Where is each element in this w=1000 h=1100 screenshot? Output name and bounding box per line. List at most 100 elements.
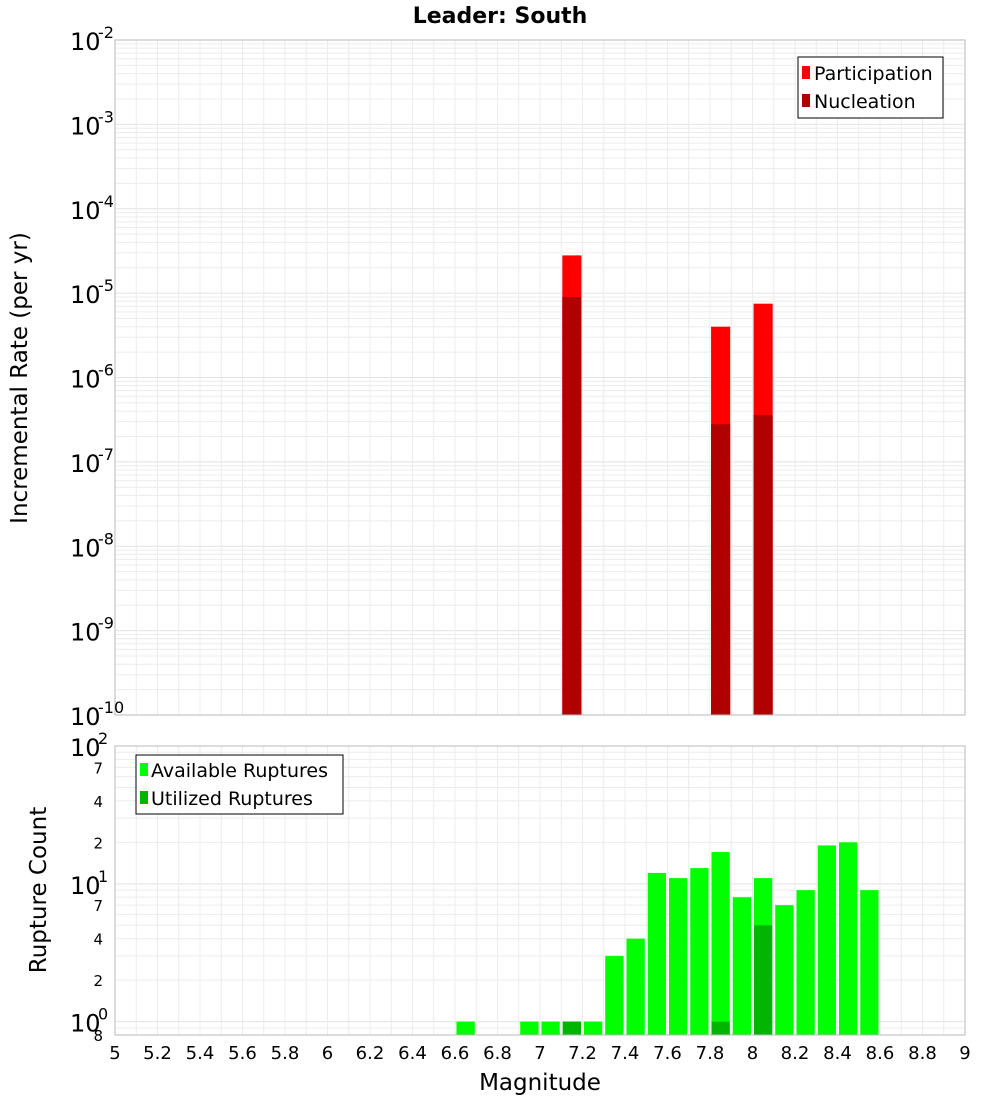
magnitude-tick-label: 7.4 [611, 1043, 640, 1064]
count-y-tick-label: 10 [70, 734, 101, 762]
magnitude-tick-label: 5 [109, 1043, 120, 1064]
count-y-minor-label: 4 [93, 793, 103, 811]
magnitude-tick-label: 5.2 [143, 1043, 172, 1064]
count-y-minor-label: 7 [93, 897, 103, 915]
rate-y-ticks: 10-210-310-410-510-610-710-810-910-10 [70, 23, 124, 731]
count-legend-box [135, 754, 344, 815]
rate-y-tick-exponent: -4 [98, 192, 114, 211]
magnitude-tick-label: 6.8 [483, 1043, 512, 1064]
rate-y-tick-label: 10 [70, 619, 101, 647]
magnitude-tick-label: 7 [534, 1043, 545, 1064]
utilized-ruptures-bar [753, 925, 773, 1035]
magnitude-tick-label: 8 [747, 1043, 758, 1064]
rate-y-tick-exponent: -2 [98, 23, 114, 42]
magnitude-tick-label: 8.2 [781, 1043, 810, 1064]
count-y-minor-label: 2 [93, 834, 103, 852]
rate-y-tick-exponent: -10 [98, 698, 124, 717]
available-ruptures-bar [860, 890, 879, 1035]
count-y-tick-exponent: 2 [98, 729, 108, 748]
rate-y-tick-label: 10 [70, 450, 101, 478]
rate-y-tick-label: 10 [70, 703, 101, 731]
nucleation-legend-swatch [802, 94, 810, 107]
rate-panel: 10-210-310-410-510-610-710-810-910-10 In… [7, 23, 966, 731]
magnitude-tick-label: 9 [959, 1043, 970, 1064]
available-ruptures-bar [456, 1021, 475, 1035]
available-ruptures-bar [732, 897, 752, 1035]
rate-y-tick-exponent: -9 [98, 614, 114, 633]
count-y-tick-label: 10 [70, 872, 101, 900]
count-bars [456, 842, 879, 1035]
rate-y-tick-exponent: -6 [98, 361, 114, 380]
rate-legend-box [797, 56, 944, 119]
nucleation-bar [562, 296, 582, 715]
rate-y-tick-exponent: -5 [98, 276, 114, 295]
nucleation-bar [711, 424, 731, 715]
rate-y-axis-label: Incremental Rate (per yr) [7, 232, 33, 524]
rate-y-tick-label: 10 [70, 534, 101, 562]
magnitude-tick-label: 5.6 [228, 1043, 257, 1064]
magnitude-tick-label: 8.6 [866, 1043, 895, 1064]
available-ruptures-bar [838, 842, 858, 1035]
rate-legend: Participation Nucleation [797, 56, 944, 119]
available-ruptures-bar [647, 872, 667, 1035]
count-plot-border [114, 745, 966, 1036]
available-ruptures-bar [626, 938, 645, 1035]
participation-legend-swatch [802, 66, 810, 79]
available-ruptures-bar [711, 852, 730, 1035]
magnitude-tick-label: 8.8 [908, 1043, 937, 1064]
chart-title: Leader: South [413, 4, 588, 29]
available-legend-swatch [140, 763, 148, 776]
available-ruptures-bar [605, 955, 624, 1035]
count-y-minor-label: 4 [93, 931, 103, 949]
magnitude-tick-label: 7.8 [696, 1043, 725, 1064]
rate-plot-border [114, 39, 966, 716]
rate-y-tick-label: 10 [70, 28, 101, 56]
rate-y-tick-exponent: -7 [98, 445, 114, 464]
available-ruptures-bar [690, 868, 709, 1035]
utilized-legend-label: Utilized Ruptures [151, 788, 313, 810]
magnitude-x-axis-label: Magnitude [479, 1070, 601, 1096]
magnitude-tick-label: 6.2 [356, 1043, 385, 1064]
available-ruptures-bar [796, 890, 815, 1035]
magnitude-tick-label: 8.4 [823, 1043, 852, 1064]
available-ruptures-bar [583, 1021, 603, 1035]
count-legend: Available Ruptures Utilized Ruptures [135, 754, 344, 815]
utilized-ruptures-bar [562, 1021, 582, 1035]
rate-bars [562, 255, 773, 715]
magnitude-tick-label: 6.4 [398, 1043, 427, 1064]
participation-legend-label: Participation [814, 63, 933, 85]
magnitude-tick-label: 6 [322, 1043, 333, 1064]
magnitude-tick-label: 6.6 [441, 1043, 470, 1064]
count-y-tick-exponent: 0 [98, 1005, 108, 1024]
rate-gridlines [114, 40, 966, 716]
count-y-axis-label: Rupture Count [26, 807, 52, 973]
available-ruptures-bar [541, 1021, 560, 1035]
utilized-ruptures-bar [711, 1021, 730, 1035]
magnitude-tick-label: 7.2 [568, 1043, 597, 1064]
rate-y-tick-label: 10 [70, 197, 101, 225]
available-ruptures-bar [520, 1021, 539, 1035]
magnitude-x-ticks: 5 5.2 5.4 5.6 5.8 6 6.2 6.4 6.6 6.8 7 7.2 7.4 7.6 7.8 8… [109, 1043, 970, 1064]
utilized-legend-swatch [140, 791, 148, 804]
available-legend-label: Available Ruptures [151, 760, 328, 782]
count-y-tick-exponent: 1 [98, 867, 108, 886]
available-ruptures-bar [817, 845, 837, 1035]
magnitude-tick-label: 7.6 [653, 1043, 682, 1064]
available-ruptures-bar [668, 878, 688, 1035]
count-y-tick-label: 10 [70, 1010, 101, 1038]
count-y-minor-label: 8 [93, 1027, 103, 1045]
rate-y-tick-label: 10 [70, 366, 101, 394]
rate-y-tick-label: 10 [70, 112, 101, 140]
nucleation-bar [753, 414, 773, 715]
rate-y-tick-exponent: -3 [98, 107, 114, 126]
count-y-minor-label: 2 [93, 972, 103, 990]
available-ruptures-bar [775, 905, 794, 1035]
count-y-minor-label: 7 [93, 759, 103, 777]
magnitude-tick-label: 5.8 [271, 1043, 300, 1064]
rate-y-tick-label: 10 [70, 281, 101, 309]
magnitude-tick-label: 5.4 [186, 1043, 215, 1064]
nucleation-legend-label: Nucleation [814, 91, 916, 113]
